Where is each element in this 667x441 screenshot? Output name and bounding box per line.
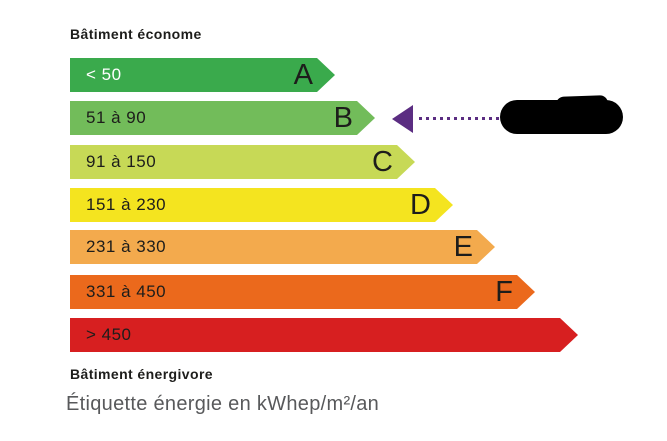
range-label: 331 à 450 — [86, 282, 167, 301]
class-letter: B — [333, 102, 353, 134]
energy-bar-d: 151 à 230 D — [70, 188, 453, 222]
range-label: 231 à 330 — [86, 237, 167, 256]
scale-top-label: Bâtiment économe — [70, 26, 202, 42]
energy-bar-f: 331 à 450 F — [70, 275, 535, 309]
range-label: 151 à 230 — [86, 195, 167, 214]
energy-bar-e: 231 à 330 E — [70, 230, 495, 264]
range-label: > 450 — [86, 325, 132, 344]
energy-bar-b: 51 à 90 B — [70, 101, 375, 135]
class-letter: C — [372, 146, 393, 178]
chart-caption: Étiquette énergie en kWhep/m²/an — [66, 393, 380, 415]
scale-bottom-label: Bâtiment énergivore — [70, 366, 213, 382]
energy-bar-a: < 50 A — [70, 58, 335, 92]
range-label: 51 à 90 — [86, 108, 147, 127]
range-label: 91 à 150 — [86, 152, 157, 171]
class-letter: F — [495, 276, 513, 308]
rating-pointer-icon — [392, 105, 413, 133]
redacted-value-blob — [500, 100, 623, 134]
range-label: < 50 — [86, 65, 122, 84]
class-letter: A — [293, 59, 313, 91]
class-letter: E — [453, 231, 473, 263]
class-letter: D — [410, 189, 431, 221]
energy-bar-g: > 450 — [70, 318, 578, 352]
dotted-leader-line — [419, 117, 499, 120]
energy-bar-c: 91 à 150 C — [70, 145, 415, 179]
